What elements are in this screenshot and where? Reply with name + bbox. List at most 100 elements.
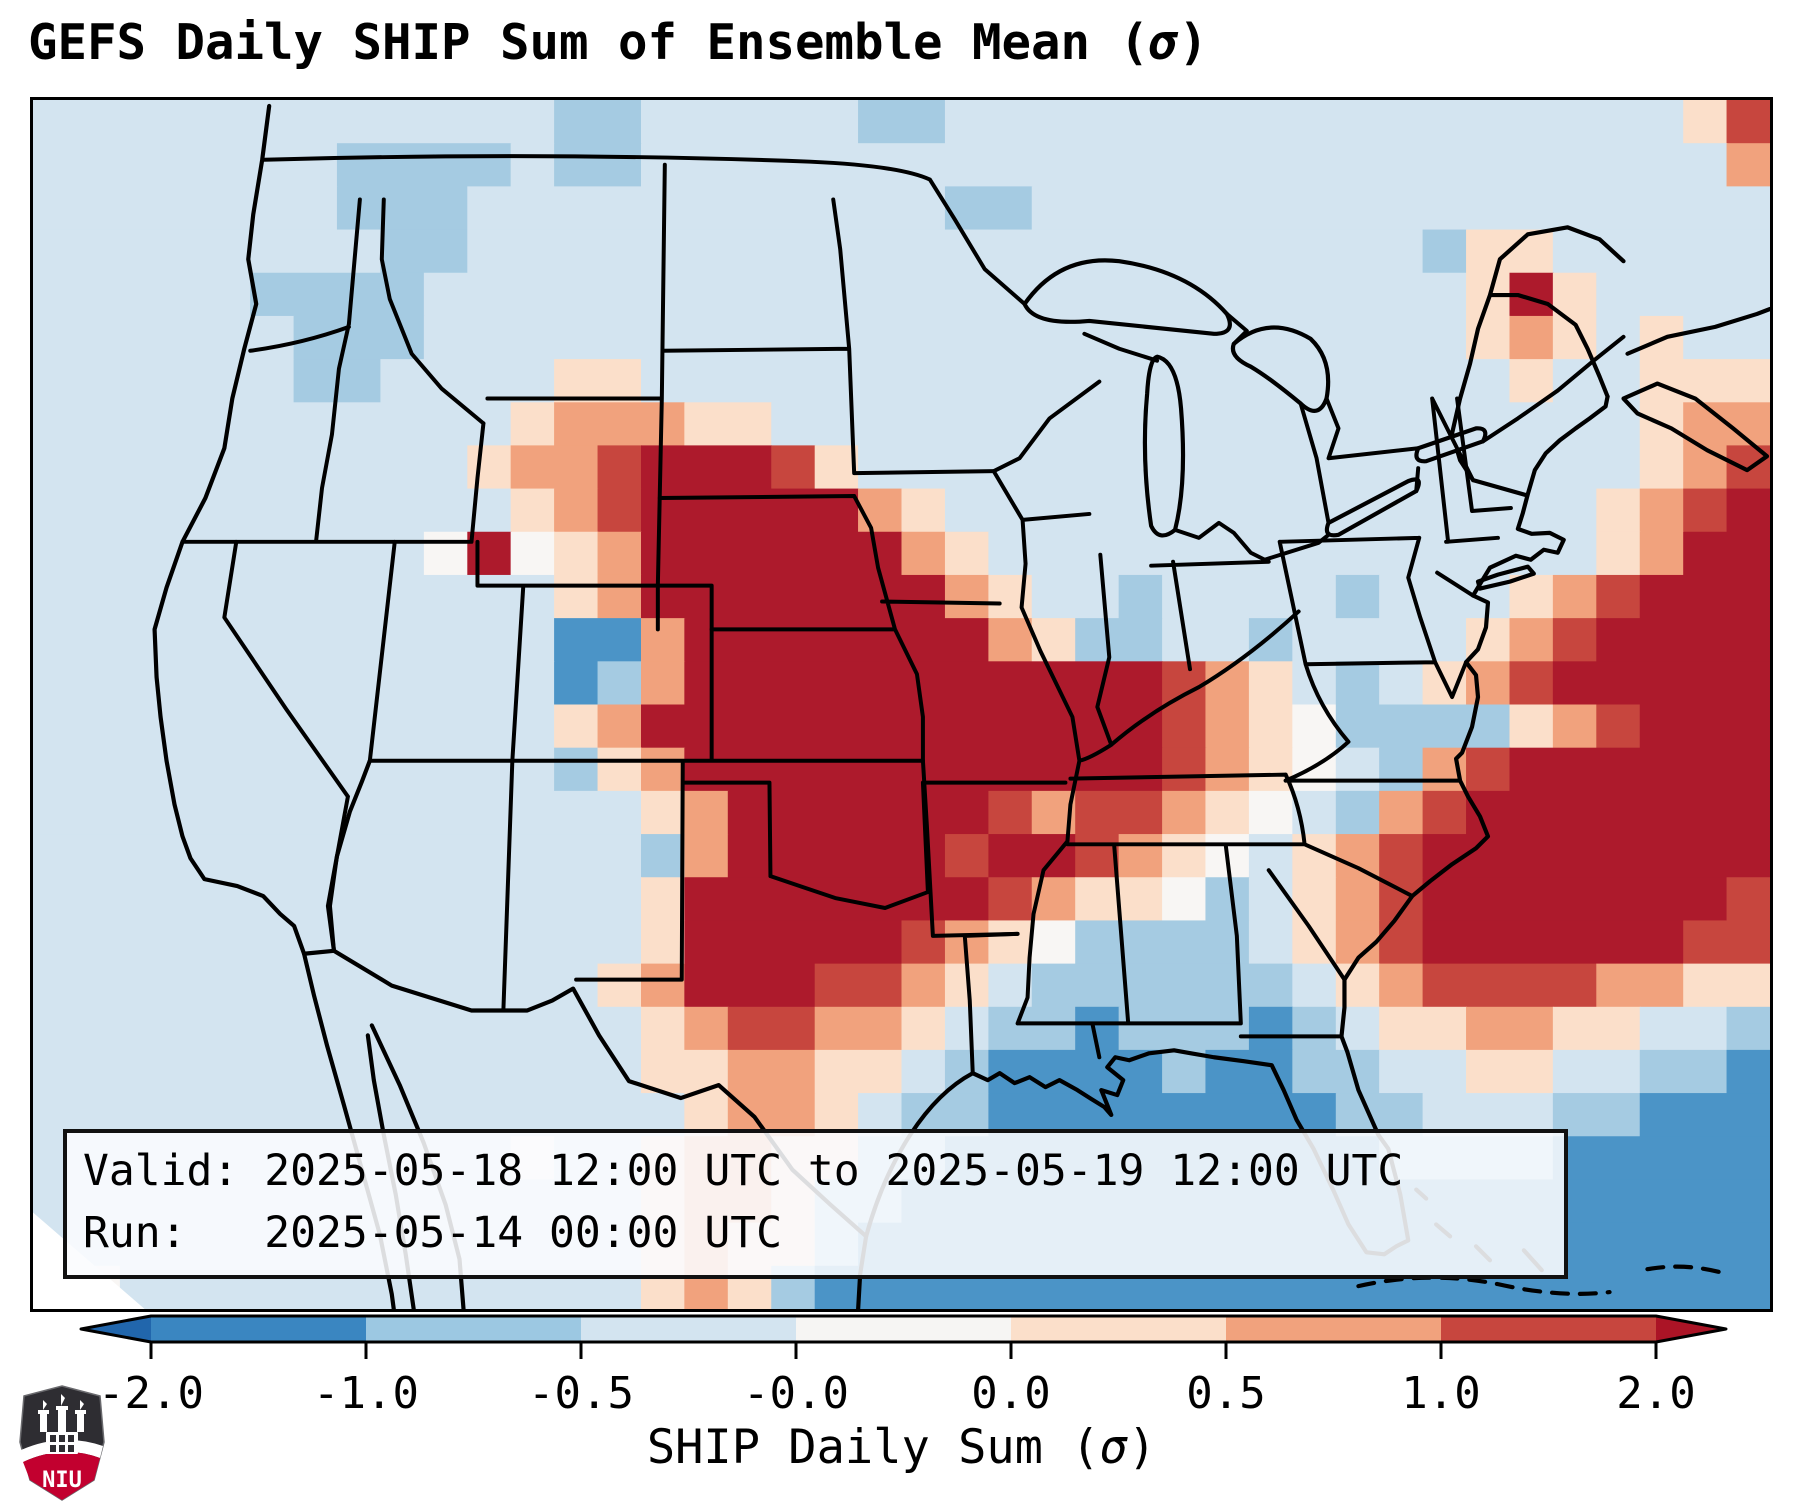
colorbar-tick-label: 0.5 <box>1186 1368 1265 1419</box>
heatmap-cell-run <box>467 186 946 231</box>
northeast-state-borders <box>1277 396 1513 783</box>
heatmap-cell-run <box>597 704 642 749</box>
heatmap-cell-run <box>510 143 555 188</box>
heatmap-cell-run <box>1248 661 1294 706</box>
heatmap-cell-run <box>1726 1006 1770 1051</box>
colorbar-tick-label: 1.0 <box>1401 1368 1480 1419</box>
heatmap-cell-run <box>510 402 555 447</box>
heatmap-cell-run <box>33 661 555 706</box>
colorbar-tick-label: -0.5 <box>528 1368 634 1419</box>
heatmap-cell-run <box>1596 272 1770 317</box>
heatmap-cell-run <box>33 272 251 317</box>
heatmap-cell-run <box>640 143 1728 188</box>
heatmap-cell-run <box>597 574 642 619</box>
heatmap-cell-run <box>684 661 1163 706</box>
heatmap-cell-run <box>33 618 555 663</box>
heatmap-cell-run <box>1075 618 1163 663</box>
heatmap-cell-run <box>33 790 642 835</box>
heatmap-cell-run <box>988 1006 1077 1051</box>
heatmap-cell-run <box>1683 963 1770 1008</box>
heatmap-cell-run <box>1335 704 1511 749</box>
great-lakes <box>1022 258 1488 538</box>
heatmap-cell-run <box>1162 618 1250 663</box>
heatmap-cell-run <box>1118 834 1163 879</box>
heatmap-cell-run <box>1596 488 1641 533</box>
colorbar-tick-label: -1.0 <box>313 1368 419 1419</box>
heatmap-cell-run <box>1031 618 1076 663</box>
heatmap-cell-run <box>1162 877 1207 922</box>
heatmap-cell-run <box>1379 1006 1467 1051</box>
heatmap-cell-run <box>1162 747 1207 792</box>
heatmap-cell-run <box>1683 920 1770 965</box>
heatmap-cell-run <box>467 531 512 576</box>
nova-scotia-coast <box>1621 306 1770 473</box>
cuba-coastline <box>1356 1264 1730 1296</box>
heatmap-cell-run <box>33 402 512 447</box>
heatmap-cell-run <box>1509 661 1554 706</box>
heatmap-cell-run <box>1379 661 1424 706</box>
heatmap-cell-run <box>1162 790 1207 835</box>
heatmap-cell-run <box>988 790 1033 835</box>
lake-superior <box>1022 258 1232 336</box>
heatmap-cell-run <box>1639 1093 1770 1138</box>
colorbar-tick-label: 0.0 <box>971 1368 1050 1419</box>
heatmap-cell-run <box>944 834 990 879</box>
colorbar-segment <box>581 1316 797 1342</box>
heatmap-cell-run <box>1075 790 1163 835</box>
heatmap-cell-run <box>1509 704 1554 749</box>
heatmap-cell-run <box>1335 790 1381 835</box>
heatmap-cell-run <box>1466 1049 1554 1094</box>
heatmap-cell-run <box>1292 963 1337 1008</box>
heatmap-cell-run <box>684 963 816 1008</box>
heatmap-cell-run <box>33 704 555 749</box>
long-island <box>1475 564 1536 591</box>
heatmap-cell-run <box>250 272 425 317</box>
heatmap-cell-run <box>1335 834 1381 879</box>
heatmap-cell-run <box>901 963 946 1008</box>
heatmap-cell-run <box>336 143 512 188</box>
heatmap-cell-run <box>988 920 1033 965</box>
heatmap-cell-run <box>1726 1049 1770 1094</box>
heatmap-cell-run <box>597 531 642 576</box>
heatmap-cells <box>33 100 1770 1309</box>
heatmap-cell-run <box>510 488 555 533</box>
heatmap-cell-run <box>1422 877 1728 922</box>
heatmap-cell-run <box>1292 1006 1337 1051</box>
heatmap-cell-run <box>1596 574 1641 619</box>
heatmap-cell-run <box>944 574 990 619</box>
heatmap-cell-run <box>1248 747 1294 792</box>
colorbar-segment <box>1011 1316 1227 1342</box>
heatmap-cell-run <box>1639 488 1684 533</box>
heatmap-cell-run <box>727 1049 816 1094</box>
heatmap-cell-run <box>1248 790 1294 835</box>
heatmap-cell-run <box>33 920 642 965</box>
heatmap-cell-run <box>684 618 990 663</box>
colorbar-label: SHIP Daily Sum (σ) <box>646 1420 1157 1475</box>
heatmap-cell-run <box>467 229 1424 274</box>
heatmap-cell-run <box>771 402 1641 447</box>
heatmap-cell-run <box>33 229 382 274</box>
heatmap-cell-run <box>640 790 686 835</box>
heatmap-cell-run <box>33 445 469 490</box>
state-borders <box>180 154 1626 1076</box>
heatmap-cell-run <box>1422 963 1598 1008</box>
heatmap-cell-run <box>1379 963 1424 1008</box>
heatmap-cell-run <box>554 747 599 792</box>
colorbar-left-arrow <box>81 1316 151 1342</box>
heatmap-cell-run <box>33 143 338 188</box>
heatmap-cell-run <box>1379 1049 1467 1094</box>
heatmap-cell-run <box>944 186 1033 231</box>
niu-red-base <box>23 1451 100 1500</box>
heatmap-cell-run <box>640 747 686 792</box>
heatmap-cell-run <box>1031 186 1770 231</box>
heatmap-cell-run <box>640 618 686 663</box>
heatmap-cell-run <box>1205 704 1250 749</box>
colorbar-segment <box>1226 1316 1442 1342</box>
heatmap-cell-run <box>1726 877 1770 922</box>
heatmap-cell-run <box>640 661 686 706</box>
heatmap-cell-run <box>1509 747 1770 792</box>
heatmap-cell-run <box>554 618 642 663</box>
heatmap-cell-run <box>1292 704 1337 749</box>
heatmap-cell-run <box>988 574 1033 619</box>
heatmap-cell-run <box>640 877 686 922</box>
